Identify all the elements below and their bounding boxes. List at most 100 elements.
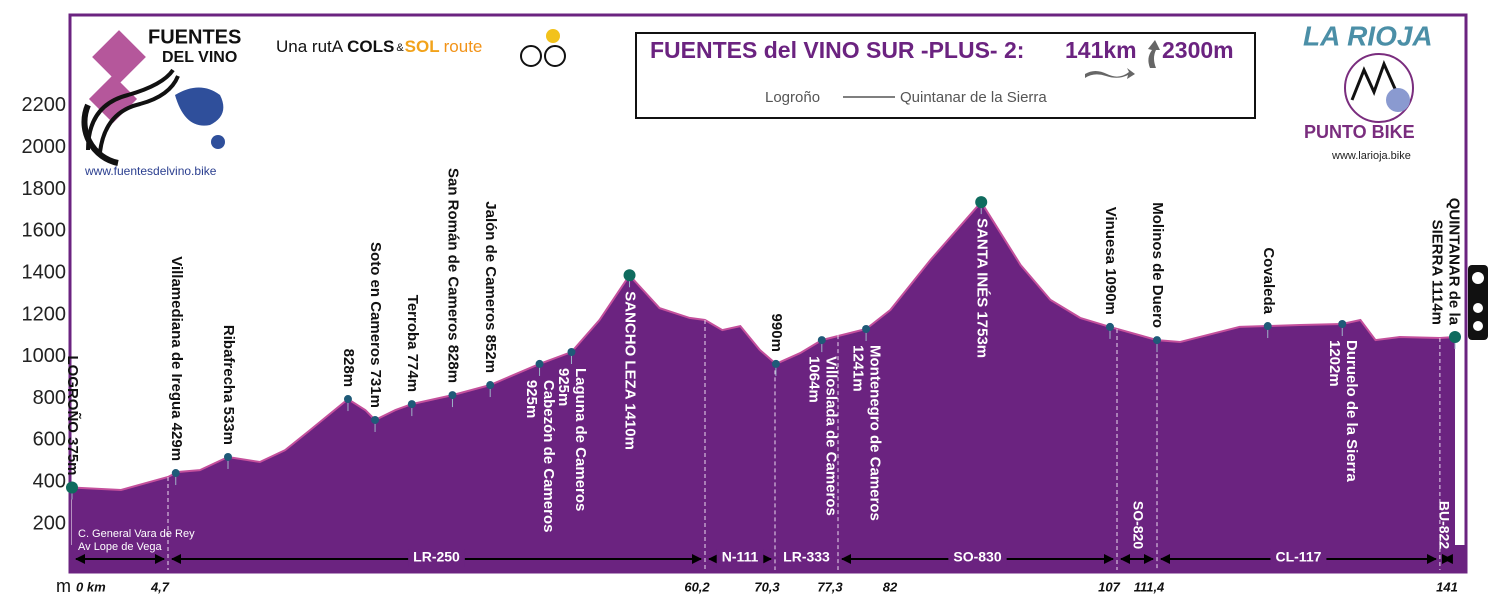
y-tick-label: 1000 <box>22 345 67 367</box>
logo-grapes <box>1386 88 1410 112</box>
road-label-bg <box>778 549 835 567</box>
ruta: Una rutA <box>276 37 344 56</box>
x-tick-label: 4,7 <box>150 579 170 594</box>
elevation-line <box>71 200 1456 492</box>
logo-road <box>86 68 180 153</box>
waypoint-label: Montenegro de Cameros <box>867 345 884 521</box>
logo-mountain <box>1350 59 1402 101</box>
logo-url: www.larioja.bike <box>1331 150 1411 162</box>
x-tick-label: 107 <box>1098 579 1120 594</box>
route-word: route <box>444 37 483 56</box>
waypoint-label: SIERRA 1114m <box>1429 220 1446 325</box>
x-tick-label: 0 km <box>76 579 106 594</box>
waypoint-dot <box>171 469 180 478</box>
road-label-bg <box>716 549 764 567</box>
road-label-bg <box>408 549 465 567</box>
cols: COLS <box>347 37 394 56</box>
amp: & <box>396 42 404 54</box>
waypoint-label: Cabezón de Cameros <box>540 380 557 533</box>
road-label: SO-820 <box>1130 501 1146 549</box>
road-label: BU-822 <box>1437 501 1453 549</box>
side-badge <box>1468 265 1488 340</box>
waypoint-dot <box>486 381 495 390</box>
right-logo: LA RIOJA PUNTO BIKE www.larioja.bike <box>1303 20 1433 162</box>
waypoint-dot <box>623 269 636 282</box>
y-tick-label: 400 <box>33 471 66 493</box>
road-label-bg <box>1270 549 1327 567</box>
y-tick-label: 2200 <box>22 94 67 116</box>
waypoint-label: QUINTANAR de la <box>1446 198 1463 326</box>
distance-arrow <box>1085 68 1135 79</box>
waypoint-dot <box>1105 322 1114 331</box>
ruta-text: Una rutA COLS &SOL route <box>276 37 482 56</box>
waypoint-dot <box>817 336 826 345</box>
x-tick-label: 60,2 <box>684 579 710 594</box>
climb-arrow <box>1148 40 1160 68</box>
y-tick-label: 1600 <box>22 220 67 242</box>
waypoint-dot <box>1263 322 1272 331</box>
waypoint-dot <box>567 348 576 357</box>
sun <box>546 29 560 43</box>
waypoint-dot <box>448 391 457 400</box>
badge-icon <box>1473 303 1483 313</box>
logo-title: DEL VINO <box>162 49 237 66</box>
y-tick-label: 600 <box>33 429 66 451</box>
waypoint-label: Villamediana de Iregua 429m <box>168 256 185 461</box>
route-from: Logroño <box>765 89 820 106</box>
start-street: Av Lope de Vega <box>78 541 162 553</box>
logo-title: FUENTES <box>148 26 241 48</box>
waypoint-label: Soto en Cameros 731m <box>367 242 384 408</box>
y-tick-label: 1200 <box>22 303 67 325</box>
waypoint-label: Molinos de Duero <box>1149 202 1166 328</box>
waypoint-label: Jalón de Cameros 852m <box>482 201 499 373</box>
road-label: CL-117 <box>1275 549 1321 565</box>
waypoint-label: SANTA INÉS 1753m <box>973 218 990 358</box>
logo-brand: PUNTO BIKE <box>1304 122 1415 142</box>
elevation-area <box>72 202 1455 545</box>
waypoint-dot <box>1153 336 1161 345</box>
badge-icon <box>1472 272 1484 284</box>
waypoint-dot <box>1449 330 1461 343</box>
start-street: C. General Vara de Rey <box>78 528 195 540</box>
waypoint-label: Vinuesa 1090m <box>1102 207 1119 315</box>
x-tick-label: 111,4 <box>1134 579 1165 594</box>
logo-title: LA RIOJA <box>1303 20 1433 51</box>
road-label: N-111 <box>722 549 759 565</box>
waypoint-dot <box>1338 319 1347 328</box>
waypoint-dot <box>66 481 78 494</box>
logo-url: www.fuentesdelvino.bike <box>84 164 217 178</box>
y-tick-label: 2000 <box>22 136 67 158</box>
waypoint-label: 1241m <box>850 345 867 392</box>
badge <box>1468 265 1488 340</box>
plot: LR-250 N-111 LR-333 SO-830 SO-820 CL-117 BU-82… <box>64 168 1465 571</box>
waypoint-label: Villoslada de Cameros <box>822 356 839 516</box>
cyclist-wheel <box>520 45 542 67</box>
x-tick-label: 141 <box>1436 579 1458 594</box>
logo-blob <box>175 87 224 126</box>
waypoint-label: LOGROÑO 375m <box>64 355 82 475</box>
waypoint-dot <box>771 359 780 368</box>
sol: SOL <box>405 37 440 56</box>
waypoint-label: 925m <box>555 368 572 406</box>
waypoint-dot <box>223 452 232 461</box>
waypoint-label: San Román de Cameros 828m <box>444 168 461 383</box>
waypoint-label: Ribafrecha 533m <box>220 325 237 445</box>
waypoint-dot <box>862 325 871 334</box>
waypoint-label: 990m <box>768 314 785 352</box>
header-distance: 141km <box>1065 37 1137 63</box>
y-tick-label: 1400 <box>22 261 67 283</box>
x-tick-label: 77,3 <box>817 579 843 594</box>
waypoint-dot <box>975 196 988 209</box>
waypoint-label: Covaleda <box>1260 247 1277 314</box>
waypoint-label: Terroba 774m <box>404 295 421 392</box>
waypoint-label: 828m <box>340 349 357 387</box>
x-tick-label: 82 <box>883 579 898 594</box>
logo-dot <box>211 135 225 149</box>
y-unit: m <box>56 576 71 596</box>
waypoint-label: 1202m <box>1326 340 1343 387</box>
x-tick-label: 70,3 <box>754 579 780 594</box>
waypoint-dot <box>535 359 544 368</box>
road-label: SO-830 <box>953 549 1001 565</box>
waypoint-dot <box>371 415 380 424</box>
